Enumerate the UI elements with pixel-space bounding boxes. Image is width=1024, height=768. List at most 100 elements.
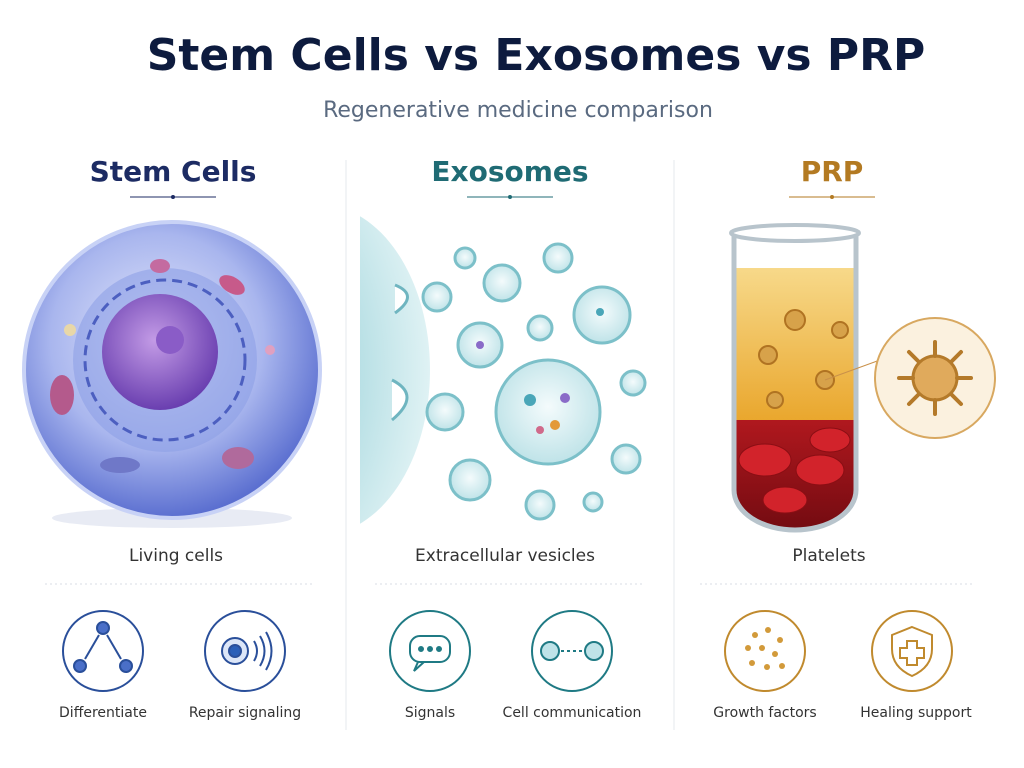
feature-icons-part — [891, 625, 933, 678]
exosomes-illustration-part-part — [360, 216, 430, 524]
feature-label: Signals — [405, 705, 455, 721]
feature-icons-part-part — [119, 659, 133, 673]
feature-icons-part-part — [765, 627, 771, 633]
exosomes-illustration — [360, 216, 647, 524]
stem-cell-illustration-part — [265, 345, 275, 355]
stem-cell-illustration-part — [64, 324, 76, 336]
feature-icons-part-part — [73, 659, 87, 673]
prp-illustration-part-part — [949, 350, 963, 364]
title: Stem Cells vs Exosomes vs PRP — [147, 30, 926, 81]
feature-icons-part-part — [772, 651, 778, 657]
prp-illustration-part — [897, 340, 973, 416]
exosomes-illustration-part — [360, 216, 430, 524]
feature-label: Growth factors — [713, 705, 816, 721]
feature-icons-part-part — [418, 646, 424, 652]
caption: Platelets — [792, 546, 865, 566]
prp-illustration-part-part-part — [809, 427, 851, 453]
stem-cell-illustration-part — [219, 275, 245, 295]
exosomes-illustration-part-part — [421, 281, 453, 313]
heading-underline-part — [508, 195, 512, 199]
prp-illustration-part — [824, 359, 881, 381]
feature-icons-part-part — [409, 635, 451, 663]
heading-underline-part — [830, 195, 834, 199]
feature-icons-part — [540, 641, 604, 661]
subtitle: Regenerative medicine comparison — [323, 98, 713, 123]
exosomes-illustration-part-part — [425, 392, 465, 432]
stem-cell-illustration-part — [22, 220, 322, 520]
feature-icons-part-part — [749, 660, 755, 666]
feature-icons-part — [204, 610, 286, 692]
exosomes-illustration-part-part — [524, 394, 536, 406]
exosomes-illustration-part-part — [610, 443, 642, 475]
stem-cell-illustration-part — [102, 294, 218, 410]
feature-icons-part-part — [779, 663, 785, 669]
feature-icons-part — [745, 627, 785, 670]
feature-icons-part-part — [745, 645, 751, 651]
stem-cell-illustration-part — [156, 326, 184, 354]
feature-icons-part-part — [899, 640, 925, 666]
feature-icons-part-part — [777, 637, 783, 643]
exosomes-illustration-part-part — [560, 393, 570, 403]
feature-icons-part — [73, 621, 133, 673]
prp-illustration-part — [734, 268, 856, 530]
prp-illustration-part-part-part — [831, 321, 849, 339]
feature-label: Repair signaling — [189, 705, 301, 721]
feature-icons-part — [724, 610, 806, 692]
exosomes-illustration-part — [394, 283, 409, 315]
stem-cell-illustration — [22, 220, 322, 528]
exosomes-illustration-part-part — [536, 426, 544, 434]
column-heading: Stem Cells — [90, 155, 257, 188]
prp-illustration-part-part-part — [762, 486, 808, 514]
feature-label: Differentiate — [59, 705, 147, 721]
exosomes-illustration-part-part — [596, 308, 604, 316]
feature-icons-part-part — [427, 646, 433, 652]
prp-illustration-part — [729, 223, 861, 243]
prp-illustration-part — [731, 235, 859, 533]
feature-icons-part-part — [253, 631, 273, 671]
feature-icons-part-part — [96, 621, 110, 635]
feature-icons-part — [531, 610, 613, 692]
feature-icons-part — [409, 635, 451, 672]
feature-icons-part — [221, 631, 273, 671]
exosomes-illustration-part — [421, 242, 647, 521]
feature-icons-part-part — [759, 645, 765, 651]
stem-cell-illustration-part — [100, 457, 140, 473]
prp-illustration-part-part-part — [766, 391, 784, 409]
feature-icons-part-part — [752, 632, 758, 638]
stem-cell-illustration-part — [83, 278, 247, 442]
prp-illustration-part-part — [907, 350, 921, 364]
prp-illustration-part-part — [738, 427, 851, 514]
prp-illustration-part-part — [949, 392, 963, 406]
exosomes-illustration-part — [391, 378, 409, 422]
exosomes-illustration-part-part — [582, 491, 604, 513]
feature-icons-part-part — [764, 664, 770, 670]
feature-icons-part-part — [106, 634, 122, 660]
stem-cell-illustration-part — [50, 375, 74, 415]
prp-illustration-part-part — [758, 309, 849, 409]
exosomes-illustration-part-part — [453, 246, 477, 270]
feature-icons-part-part — [891, 625, 933, 678]
feature-label: Cell communication — [503, 705, 642, 721]
heading-underline — [130, 195, 875, 199]
feature-label: Healing support — [860, 705, 972, 721]
feature-icons-part-part — [584, 641, 604, 661]
feature-icons-part — [62, 610, 144, 692]
feature-icons-part-part — [228, 644, 242, 658]
prp-illustration-part-part — [734, 268, 856, 423]
caption: Extracellular vesicles — [415, 546, 595, 566]
exosomes-illustration-part — [476, 308, 604, 434]
exosomes-illustration-part-part — [494, 358, 602, 466]
column-heading: PRP — [801, 155, 864, 188]
stem-cell-illustration-part — [150, 259, 170, 273]
prp-illustration-part-part — [907, 392, 921, 406]
feature-icons-part-part — [540, 641, 560, 661]
prp-illustration-part-part-part — [795, 454, 845, 486]
prp-illustration-part-part-part — [758, 345, 778, 365]
prp-illustration-part-part-part — [738, 443, 792, 477]
stem-cell-illustration-part — [222, 447, 254, 469]
exosomes-illustration-part-part — [550, 420, 560, 430]
exosomes-illustration-part-part — [619, 369, 647, 397]
caption: Living cells — [129, 546, 223, 566]
feature-icons-part-part — [413, 661, 425, 672]
